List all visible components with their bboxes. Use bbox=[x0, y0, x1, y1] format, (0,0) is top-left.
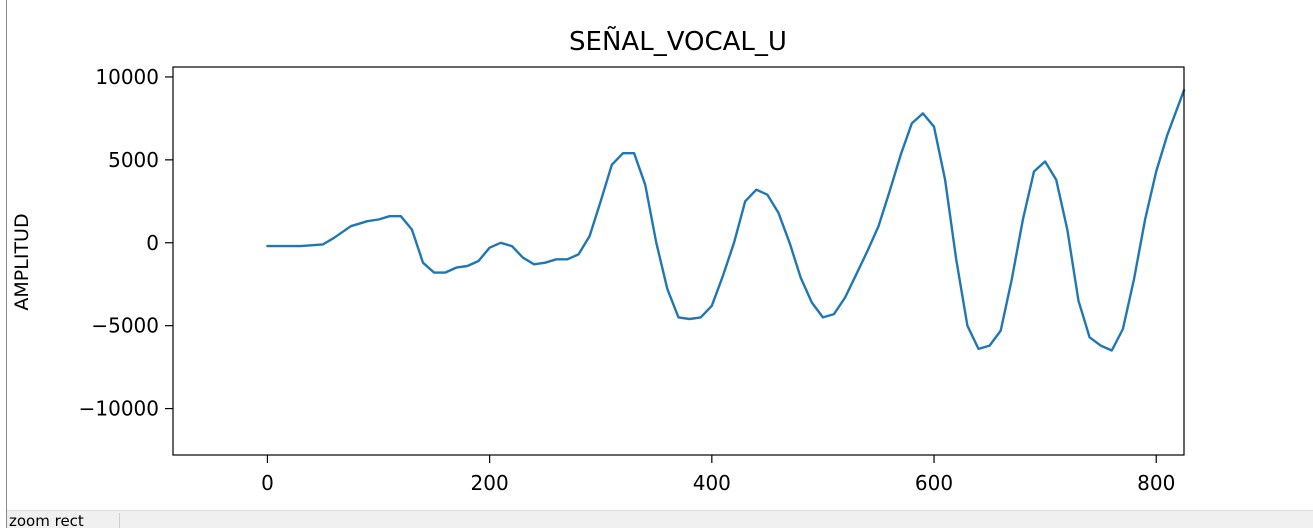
status-divider bbox=[119, 513, 120, 528]
figure-canvas[interactable]: SEÑAL_VOCAL_U AMPLITUD 0 200 400 600 800 −100… bbox=[0, 0, 1313, 510]
axes-frame bbox=[172, 66, 1185, 456]
y-tick-label: 10000 bbox=[95, 65, 159, 89]
series-line bbox=[266, 89, 1186, 352]
status-bar: zoom rect bbox=[7, 510, 1313, 528]
x-tick-label: 400 bbox=[693, 471, 731, 495]
y-tick-label: 5000 bbox=[108, 148, 159, 172]
window-left-border bbox=[6, 0, 7, 528]
y-tick-label: 0 bbox=[146, 231, 159, 255]
status-message: zoom rect bbox=[9, 512, 84, 528]
x-tick-label: 0 bbox=[261, 471, 274, 495]
y-axis-label: AMPLITUD bbox=[11, 213, 33, 310]
x-tick-label: 200 bbox=[471, 471, 509, 495]
y-tick-label: −5000 bbox=[91, 314, 159, 338]
chart-title: SEÑAL_VOCAL_U bbox=[569, 25, 787, 57]
axis-ticks: 0 200 400 600 800 −10000 −5000 0 5000 10000 bbox=[79, 65, 1176, 495]
x-tick-label: 600 bbox=[915, 471, 953, 495]
y-tick-label: −10000 bbox=[79, 397, 159, 421]
x-tick-label: 800 bbox=[1137, 471, 1175, 495]
